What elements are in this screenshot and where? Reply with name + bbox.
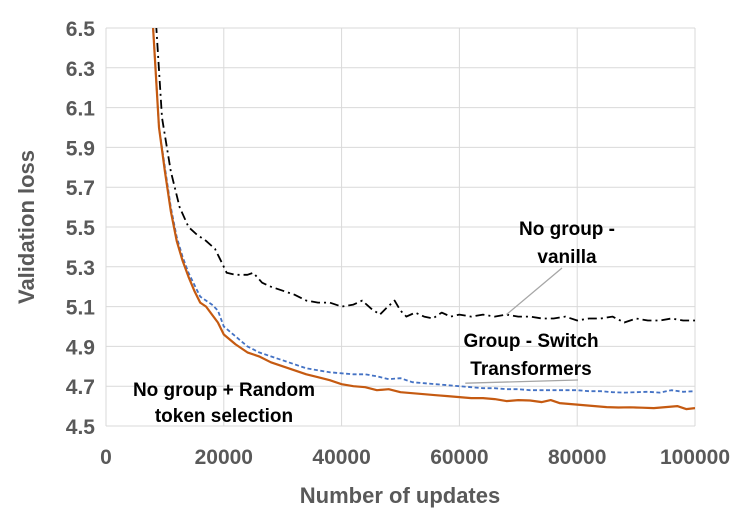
- y-tick-label: 6.3: [66, 58, 95, 81]
- y-tick-labels: 4.5 4.7 4.9 5.1 5.3 5.5 5.7 5.9 6.1 6.3 6.5: [66, 18, 96, 439]
- y-axis-title: Validation loss: [14, 150, 39, 304]
- annotation-random-line-2: token selection: [155, 406, 293, 427]
- x-tick-label: 0: [100, 446, 112, 469]
- y-tick-label: 6.1: [66, 98, 96, 121]
- y-tick-label: 5.3: [66, 257, 95, 280]
- x-tick-label: 80000: [548, 446, 606, 469]
- annotation-vanilla-line-1: No group -: [519, 219, 615, 240]
- annotation-leader-vanilla: [506, 267, 563, 316]
- y-tick-label: 5.1: [66, 297, 96, 320]
- y-tick-label: 5.9: [66, 137, 95, 160]
- y-tick-label: 4.7: [66, 376, 95, 399]
- annotation-switch-line-2: Transformers: [470, 359, 591, 380]
- series-line-no-group-random-token-selection: [152, 28, 695, 411]
- gridlines: [105, 27, 696, 427]
- annotation-random-line-1: No group + Random: [133, 380, 315, 401]
- annotation-leader-switch: [465, 379, 579, 384]
- y-tick-label: 4.5: [66, 416, 96, 439]
- y-tick-label: 5.7: [66, 177, 95, 200]
- x-tick-labels: 0 20000 40000 60000 80000 100000: [100, 446, 730, 469]
- series-line-no-group-vanilla: [155, 28, 695, 324]
- x-tick-label: 60000: [430, 446, 488, 469]
- x-tick-label: 20000: [195, 446, 253, 469]
- series-lines: [152, 28, 695, 411]
- x-axis-title: Number of updates: [300, 483, 500, 508]
- x-tick-label: 100000: [660, 446, 730, 469]
- y-tick-label: 6.5: [66, 18, 96, 41]
- annotation-switch-line-1: Group - Switch: [463, 331, 598, 352]
- annotation-vanilla-line-2: vanilla: [537, 247, 597, 268]
- x-tick-label: 40000: [312, 446, 370, 469]
- y-tick-label: 5.5: [66, 217, 96, 240]
- y-tick-label: 4.9: [66, 336, 95, 359]
- series-line-group-switch-transformers: [152, 28, 695, 394]
